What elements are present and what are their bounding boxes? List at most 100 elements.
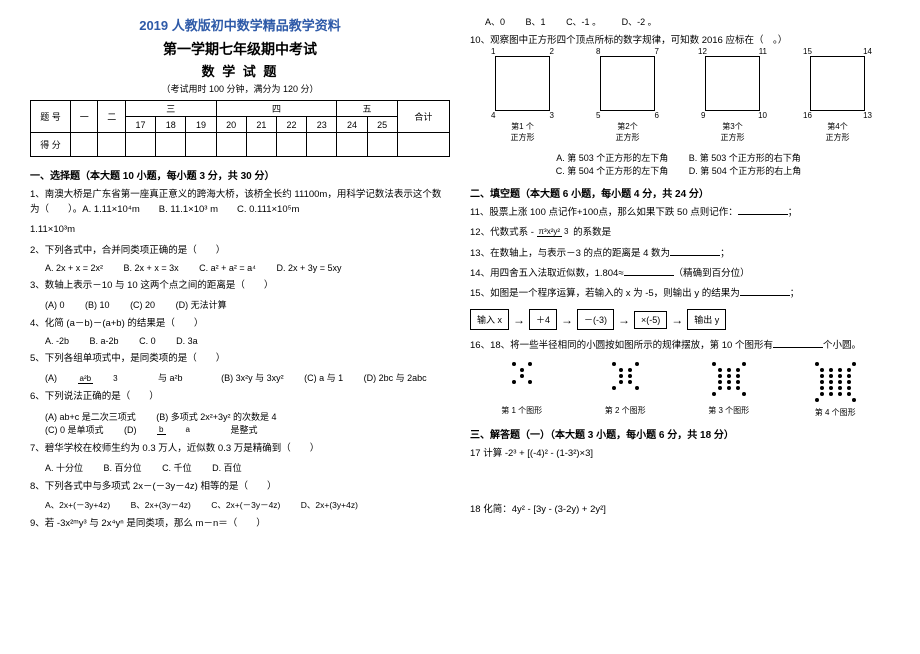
flowchart: 输入 x → ＋4 → －(-3) → ×(-5) → 输出 y bbox=[470, 309, 890, 330]
q1: 1、南澳大桥是广东省第一座真正意义的跨海大桥，该桥全长约 11100m，用科学记… bbox=[30, 187, 450, 217]
q2d: D. 2x + 3y = 5xy bbox=[277, 263, 342, 273]
section3-head: 三、解答题（一）（本大题 3 小题，每小题 6 分，共 18 分） bbox=[470, 426, 890, 441]
q14: 14、用四舍五入法取近似数，1.804≈（精确到百分位） bbox=[470, 266, 890, 281]
dot-figures: 第 1 个图形 第 2 个图形 第 3 个图形 bbox=[470, 361, 890, 418]
arrow-icon: → bbox=[561, 313, 573, 327]
q8c: C、2x+(－3y－4z) bbox=[211, 499, 280, 511]
arrow-icon: → bbox=[618, 313, 630, 327]
q6c: (C) 0 是单项式 bbox=[45, 423, 104, 436]
th-num: 题 号 bbox=[31, 101, 71, 133]
q10b: B. 第 503 个正方形的右下角 bbox=[689, 151, 801, 164]
q9-opts: A、0 B、1 C、-1 。 D、-2 。 bbox=[485, 15, 890, 28]
q8a: A、2x+(－3y+4z) bbox=[45, 499, 110, 511]
th-3: 三 bbox=[125, 101, 216, 117]
q2: 2、下列各式中，合并同类项正确的是（ ） bbox=[30, 243, 450, 258]
c24: 24 bbox=[337, 117, 367, 133]
c17: 17 bbox=[125, 117, 155, 133]
dot-fig-1: 第 1 个图形 bbox=[501, 361, 542, 418]
q7b: B. 百分位 bbox=[104, 461, 142, 474]
square-3: 1211910 第3个 正方形 bbox=[705, 56, 760, 143]
q7: 7、碧华学校在校师生约为 0.3 万人，近似数 0.3 万是精确到（ ） bbox=[30, 441, 450, 456]
c20: 20 bbox=[216, 117, 246, 133]
square-4: 15141613 第4个 正方形 bbox=[810, 56, 865, 143]
q16: 16、18、将一些半径相同的小圆按如图所示的规律摆放，第 10 个图形有个小圆。 bbox=[470, 338, 890, 353]
q8-opts: A、2x+(－3y+4z) B、2x+(3y－4z) C、2x+(－3y－4z)… bbox=[45, 499, 450, 511]
q3: 3、数轴上表示－10 与 10 这两个点之间的距离是（ ） bbox=[30, 278, 450, 293]
main-title: 第一学期七年级期中考试 bbox=[30, 39, 450, 59]
q2-opts: A. 2x + x = 2x² B. 2x + x = 3x C. a² + a… bbox=[45, 263, 450, 273]
q5d: (D) 2bc 与 2abc bbox=[364, 371, 427, 384]
right-column: A、0 B、1 C、-1 。 D、-2 。 10、观察图中正方形四个顶点所标的数… bbox=[460, 15, 900, 639]
q10a: A. 第 503 个正方形的左下角 bbox=[556, 151, 668, 164]
q3a: (A) 0 bbox=[45, 300, 65, 310]
c22: 22 bbox=[276, 117, 306, 133]
q9d: D、-2 。 bbox=[622, 15, 657, 28]
q8: 8、下列各式中与多项式 2x－(－3y－4z) 相等的是（ ） bbox=[30, 479, 450, 494]
q3-opts: (A) 0 (B) 10 (C) 20 (D) 无法计算 bbox=[45, 298, 450, 311]
q6a: (A) ab+c 是二次三项式 bbox=[45, 410, 136, 423]
arrow-icon: → bbox=[513, 313, 525, 327]
th-1: 一 bbox=[71, 101, 98, 133]
arrow-icon: → bbox=[671, 313, 683, 327]
q4b: B. a-2b bbox=[90, 336, 119, 346]
q4: 4、化简 (a－b)－(a+b) 的结果是（ ） bbox=[30, 316, 450, 331]
q6-opts: (A) ab+c 是二次三项式 (B) 多项式 2x²+3y² 的次数是 4 (… bbox=[45, 410, 450, 436]
dot-fig-2: 第 2 个图形 bbox=[605, 361, 646, 418]
q18: 18 化简：4y² - [3y - (3-2y) + 2y²] bbox=[470, 502, 890, 517]
q6d: (D) ba 是整式 bbox=[124, 423, 275, 436]
q6b: (B) 多项式 2x²+3y² 的次数是 4 bbox=[156, 410, 276, 423]
th-2: 二 bbox=[98, 101, 125, 133]
flow-b1: ＋4 bbox=[529, 309, 557, 330]
q9c: C、-1 。 bbox=[566, 15, 601, 28]
c23: 23 bbox=[307, 117, 337, 133]
q17: 17 计算 -2³ + [(-4)² - (1-3²)×3] bbox=[470, 446, 890, 461]
exam-note: （考试用时 100 分钟，满分为 120 分） bbox=[30, 82, 450, 95]
q12: 12、代数式系 - π³x²y²3 的系数是 bbox=[470, 225, 890, 240]
flow-b3: ×(-5) bbox=[634, 311, 667, 329]
q7a: A. 十分位 bbox=[45, 461, 83, 474]
q9: 9、若 -3x²ᵐy³ 与 2x⁴yⁿ 是同类项，那么 m－n＝（ ） bbox=[30, 516, 450, 531]
c19: 19 bbox=[186, 117, 216, 133]
q10: 10、观察图中正方形四个顶点所标的数字规律，可知数 2016 应标在（ 。） bbox=[470, 33, 890, 48]
q5c: (C) a 与 1 bbox=[304, 371, 343, 384]
q4-opts: A. -2b B. a-2b C. 0 D. 3a bbox=[45, 336, 450, 346]
q2b: B. 2x + x = 3x bbox=[124, 263, 179, 273]
q15: 15、如图是一个程序运算，若输入的 x 为 -5，则输出 y 的结果为； bbox=[470, 286, 890, 301]
q7c: C. 千位 bbox=[162, 461, 192, 474]
q13: 13、在数轴上，与表示－3 的点的距离是 4 数为； bbox=[470, 246, 890, 261]
q8b: B、2x+(3y－4z) bbox=[131, 499, 191, 511]
q10-opts: A. 第 503 个正方形的左下角 B. 第 503 个正方形的右下角 C. 第… bbox=[485, 151, 890, 177]
section2-head: 二、填空题（本大题 6 小题，每小题 4 分，共 24 分） bbox=[470, 185, 890, 200]
c25: 25 bbox=[367, 117, 397, 133]
th-4: 四 bbox=[216, 101, 337, 117]
square-2: 8756 第2个 正方形 bbox=[600, 56, 655, 143]
squares-row: 1243 第1 个 正方形 8756 第2个 正方形 1211910 第3个 正… bbox=[470, 56, 890, 143]
q5: 5、下列各组单项式中，是同类项的是（ ） bbox=[30, 351, 450, 366]
q10d: D. 第 504 个正方形的右上角 bbox=[689, 164, 802, 177]
dot-fig-4: 第 4 个图形 bbox=[812, 361, 859, 418]
q3d: (D) 无法计算 bbox=[176, 298, 227, 311]
q8d: D、2x+(3y+4z) bbox=[301, 499, 358, 511]
th-5: 五 bbox=[337, 101, 397, 117]
q9a: A、0 bbox=[485, 15, 505, 28]
q1-extra: 1.11×10³m bbox=[30, 222, 450, 237]
q5-opts: (A) a²b3 与 a²b (B) 3x²y 与 3xy² (C) a 与 1… bbox=[45, 371, 450, 384]
blue-title: 2019 人教版初中数学精品教学资料 bbox=[30, 15, 450, 34]
q6: 6、下列说法正确的是（ ） bbox=[30, 389, 450, 404]
q4c: C. 0 bbox=[139, 336, 156, 346]
flow-input: 输入 x bbox=[470, 309, 509, 330]
q5b: (B) 3x²y 与 3xy² bbox=[221, 371, 284, 384]
q4a: A. -2b bbox=[45, 336, 69, 346]
section1-head: 一、选择题（本大题 10 小题，每小题 3 分，共 30 分） bbox=[30, 167, 450, 182]
left-column: 2019 人教版初中数学精品教学资料 第一学期七年级期中考试 数 学 试 题 （… bbox=[20, 15, 460, 639]
q10c: C. 第 504 个正方形的左下角 bbox=[556, 164, 669, 177]
q7-opts: A. 十分位 B. 百分位 C. 千位 D. 百位 bbox=[45, 461, 450, 474]
q3c: (C) 20 bbox=[130, 300, 155, 310]
q7d: D. 百位 bbox=[212, 461, 242, 474]
q2a: A. 2x + x = 2x² bbox=[45, 263, 103, 273]
score-table: 题 号 一 二 三 四 五 合计 17 18 19 20 21 22 23 24… bbox=[30, 100, 450, 157]
q11: 11、股票上涨 100 点记作+100点，那么如果下跌 50 点则记作：； bbox=[470, 205, 890, 220]
q4d: D. 3a bbox=[176, 336, 198, 346]
dot-fig-3: 第 3 个图形 bbox=[708, 361, 749, 418]
q2c: C. a² + a² = a⁴ bbox=[199, 263, 256, 273]
